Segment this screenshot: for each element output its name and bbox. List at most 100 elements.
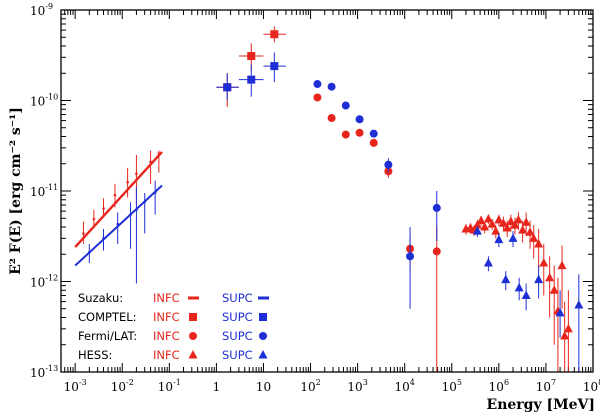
y-tick-exponent: -13 xyxy=(45,364,58,373)
data-point xyxy=(432,203,441,212)
y-tick-exponent: -10 xyxy=(45,93,58,102)
legend-supc-marker xyxy=(258,350,268,359)
legend-infc-label: INFC xyxy=(153,329,180,343)
data-point xyxy=(472,226,482,235)
x-tick-base: 10 xyxy=(395,380,410,394)
legend-supc-label: SUPC xyxy=(222,310,253,324)
data-point xyxy=(529,233,539,242)
data-point xyxy=(341,130,350,139)
data-point xyxy=(534,274,544,284)
legend-infc-label: INFC xyxy=(153,291,180,305)
x-tick-label: 104 xyxy=(395,378,415,394)
legend-supc-marker xyxy=(259,332,267,340)
data-point xyxy=(135,172,138,176)
data-point xyxy=(341,101,350,110)
data-point xyxy=(129,213,132,216)
data-point xyxy=(406,252,415,261)
series-fermi-lat-supc xyxy=(313,80,441,309)
x-axis-title: Energy [MeV] xyxy=(487,397,595,413)
plot-frame xyxy=(60,9,594,373)
series-trend-line xyxy=(74,151,163,248)
legend-supc-label: SUPC xyxy=(222,291,253,305)
x-tick-label: 105 xyxy=(442,378,462,394)
data-point xyxy=(135,208,138,212)
x-tick-label: 102 xyxy=(300,378,320,394)
legend-instrument-label: Suzaku: xyxy=(78,291,123,305)
x-tick-label: 10-3 xyxy=(64,378,87,394)
y-tick-label: 10-12 xyxy=(30,274,58,290)
data-point xyxy=(510,220,520,229)
x-tick-label: 106 xyxy=(489,378,509,394)
data-point xyxy=(384,160,393,169)
y-tick-base: 10 xyxy=(30,4,45,18)
data-point xyxy=(113,193,117,197)
y-tick-base: 10 xyxy=(30,276,45,290)
legend-infc-marker xyxy=(189,313,197,321)
series-hess-infc xyxy=(461,211,573,372)
x-tick-exponent: 3 xyxy=(363,378,368,387)
x-tick-base: 10 xyxy=(536,380,551,394)
data-point xyxy=(153,191,157,194)
x-tick-label: 10-1 xyxy=(158,378,181,394)
data-point xyxy=(534,238,544,248)
x-tick-base: 10 xyxy=(64,380,79,394)
data-point xyxy=(476,215,486,225)
y-axis-title: E² F(E) [erg cm⁻² s⁻¹] xyxy=(8,107,24,275)
data-point xyxy=(557,260,567,270)
data-point xyxy=(491,226,501,235)
x-tick-base: 10 xyxy=(158,380,173,394)
data-point xyxy=(539,258,549,267)
y-tick-exponent: -11 xyxy=(45,183,58,192)
data-point xyxy=(355,128,364,137)
legend-instrument-label: HESS: xyxy=(78,348,112,362)
y-tick-base: 10 xyxy=(30,185,45,199)
data-point xyxy=(563,323,573,333)
data-point xyxy=(513,214,523,224)
x-tick-exponent: 2 xyxy=(316,378,321,387)
data-point xyxy=(483,214,493,223)
y-tick-base: 10 xyxy=(30,95,45,109)
data-point xyxy=(525,227,535,236)
x-tick-exponent: 8 xyxy=(598,378,600,387)
data-point xyxy=(472,220,482,229)
data-point xyxy=(143,200,147,204)
x-tick-exponent: 6 xyxy=(504,378,509,387)
x-tick-base: 10 xyxy=(583,380,598,394)
data-point xyxy=(270,62,279,71)
data-point xyxy=(501,274,511,284)
data-point xyxy=(518,225,528,234)
data-point xyxy=(149,160,152,164)
data-point xyxy=(369,138,378,147)
data-point xyxy=(574,299,584,309)
data-point xyxy=(313,93,322,102)
series-suzaku-supc xyxy=(74,180,163,284)
legend-instrument-label: Fermi/LAT: xyxy=(78,329,137,343)
data-point xyxy=(521,290,531,300)
data-point xyxy=(480,222,490,231)
y-tick-label: 10-11 xyxy=(30,183,58,199)
x-tick-label: 1 xyxy=(213,380,221,394)
series-hess-supc xyxy=(472,226,584,372)
data-point xyxy=(555,307,565,317)
data-point xyxy=(247,52,256,61)
x-tick-base: 10 xyxy=(300,380,315,394)
data-point xyxy=(313,80,322,89)
x-tick-base: 10 xyxy=(347,380,362,394)
data-point xyxy=(270,30,279,39)
data-point xyxy=(487,219,497,228)
y-tick-label: 10-13 xyxy=(30,364,58,380)
legend-supc-label: SUPC xyxy=(222,348,253,362)
x-tick-exponent: -2 xyxy=(126,378,134,387)
data-point xyxy=(521,217,531,226)
data-point xyxy=(545,272,555,282)
data-series xyxy=(74,26,584,372)
data-point xyxy=(88,251,91,254)
y-tick-exponent: -12 xyxy=(45,274,58,283)
x-tick-base: 10 xyxy=(111,380,126,394)
legend-infc-label: INFC xyxy=(153,310,180,324)
x-tick-label: 107 xyxy=(536,378,556,394)
tick-marks xyxy=(60,10,594,373)
